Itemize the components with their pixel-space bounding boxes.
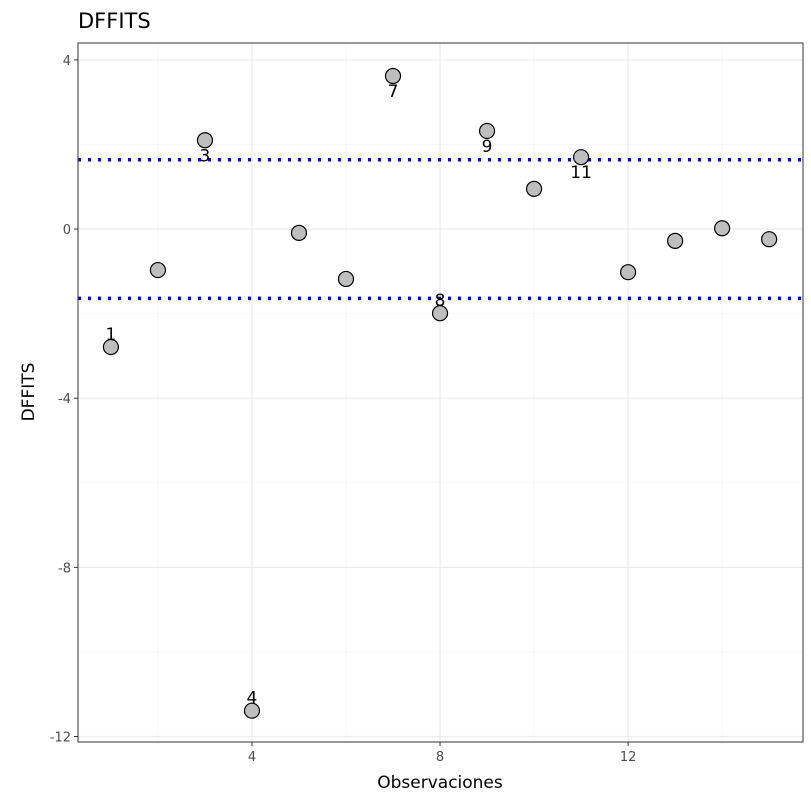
- data-point: [525, 180, 543, 197]
- data-point: [196, 132, 214, 149]
- y-tick-label: -8: [58, 561, 71, 576]
- data-point: [714, 220, 731, 237]
- y-axis-label: DFFITS: [19, 363, 39, 422]
- data-point: [619, 264, 637, 281]
- data-point: [431, 305, 449, 322]
- axes: 4 8 12 4 0 -4 -8 -12: [50, 54, 637, 765]
- data-point: [384, 67, 402, 85]
- x-tick-label: 8: [436, 750, 444, 765]
- data-point: [243, 702, 261, 719]
- y-tick-label: 0: [63, 223, 71, 238]
- data-point: [102, 338, 120, 356]
- chart-title: DFFITS: [78, 9, 151, 33]
- x-axis-label: Observaciones: [377, 773, 503, 793]
- data-point: [290, 224, 308, 241]
- y-tick-label: 4: [63, 54, 71, 69]
- x-tick-label: 12: [620, 750, 637, 765]
- data-point: [337, 270, 355, 288]
- grid: [78, 43, 803, 742]
- y-tick-label: -4: [58, 392, 71, 407]
- points: [102, 67, 778, 719]
- data-point: [478, 122, 496, 140]
- data-point: [572, 149, 590, 166]
- data-point: [761, 231, 778, 248]
- point-label: 1: [105, 325, 116, 345]
- point-label: 9: [482, 137, 493, 157]
- threshold-lines: [78, 157, 803, 301]
- point-label: 4: [247, 689, 258, 709]
- point-labels: 1 3 4 7 8 9 11: [105, 82, 591, 709]
- point-label: 11: [570, 163, 592, 183]
- data-point: [149, 261, 167, 279]
- point-label: 3: [200, 146, 211, 166]
- point-label: 8: [435, 291, 446, 311]
- x-tick-label: 4: [248, 750, 256, 765]
- point-label: 7: [388, 82, 399, 102]
- y-tick-label: -12: [50, 731, 71, 746]
- data-point: [667, 232, 684, 250]
